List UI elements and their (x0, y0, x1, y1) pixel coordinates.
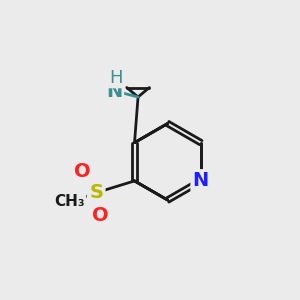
Text: H: H (109, 69, 122, 87)
Text: S: S (89, 183, 103, 202)
Text: N: N (193, 171, 209, 190)
Text: O: O (74, 162, 90, 181)
Text: N: N (106, 82, 123, 100)
Text: O: O (92, 206, 109, 225)
Text: CH₃: CH₃ (54, 194, 85, 209)
